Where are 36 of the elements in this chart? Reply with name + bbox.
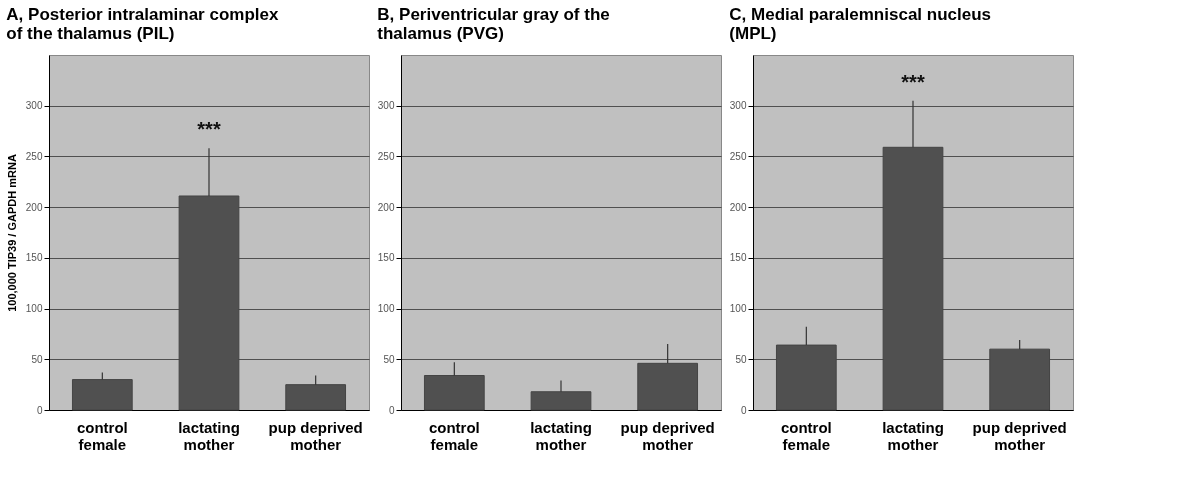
x-tick-label: control female xyxy=(76,418,128,453)
y-tick-label: 250 xyxy=(25,150,43,162)
y-axis-title: 100,000 TIP39 / GAPDH mRNA xyxy=(5,154,18,312)
chart-title: C, Medial paralemniscal nucleus (MPL) xyxy=(729,5,992,43)
annotation: *** xyxy=(901,70,925,93)
annotation: *** xyxy=(197,118,221,141)
x-tick-label: pup deprived mother xyxy=(268,418,363,453)
y-tick-label: 300 xyxy=(377,100,395,112)
y-tick-label: 100 xyxy=(377,303,395,315)
chart-title: A, Posterior intralaminar complex of the thalamus (PIL) xyxy=(6,5,279,43)
chart-title: B, Periventricular gray of the thalamus (PVG) xyxy=(377,5,610,43)
y-tick-label: 200 xyxy=(729,201,747,213)
x-tick-label: pup deprived mother xyxy=(972,418,1067,453)
y-tick-label: 200 xyxy=(377,201,395,213)
x-tick-label: lactating mother xyxy=(882,418,944,453)
y-tick-label: 50 xyxy=(31,353,43,365)
y-tick-label: 300 xyxy=(25,100,43,112)
x-tick-label: control female xyxy=(428,418,480,453)
y-tick-label: 250 xyxy=(377,150,395,162)
y-tick-label: 0 xyxy=(740,404,747,416)
y-tick-label: 0 xyxy=(36,404,43,416)
x-tick-label: lactating mother xyxy=(530,418,592,453)
y-tick-label: 300 xyxy=(729,100,747,112)
x-tick-label: pup deprived mother xyxy=(620,418,715,453)
y-tick-label: 50 xyxy=(383,353,395,365)
y-tick-label: 150 xyxy=(729,252,747,264)
y-tick-label: 250 xyxy=(729,150,747,162)
y-tick-label: 100 xyxy=(729,303,747,315)
y-tick-label: 0 xyxy=(388,404,395,416)
y-tick-label: 200 xyxy=(25,201,43,213)
x-tick-label: control female xyxy=(780,418,832,453)
y-tick-label: 150 xyxy=(25,252,43,264)
y-tick-label: 50 xyxy=(735,353,747,365)
x-tick-label: lactating mother xyxy=(178,418,240,453)
y-tick-label: 100 xyxy=(25,303,43,315)
y-tick-label: 150 xyxy=(377,252,395,264)
